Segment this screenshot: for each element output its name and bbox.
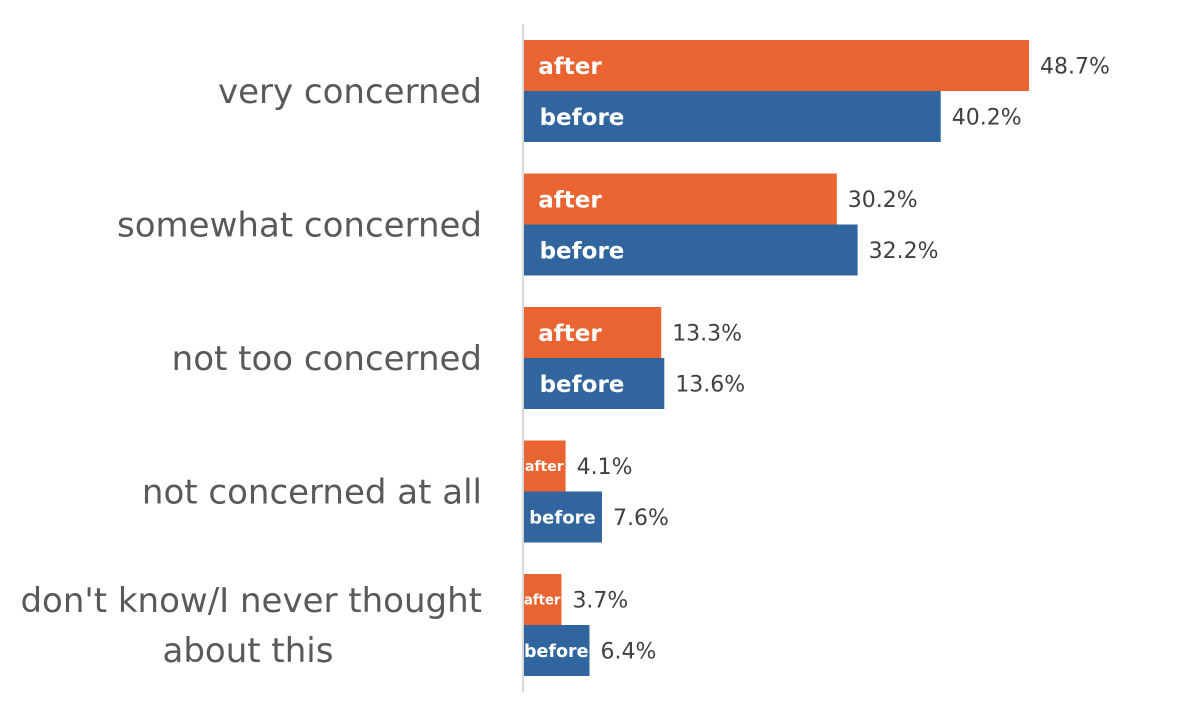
category-label: somewhat concerned (117, 206, 482, 246)
bar-after (523, 173, 837, 225)
bar-value-label: 32.2% (869, 239, 939, 264)
bar-series-label: after (538, 54, 602, 80)
category-labels: very concerned somewhat concerned not too … (20, 72, 482, 671)
bar-after (523, 307, 662, 358)
bar-series-label: before (529, 507, 595, 528)
bar-value-label: 13.6% (675, 373, 745, 398)
category-label: don't know/I never thought about this (20, 581, 482, 671)
bar-value-label: 7.6% (613, 506, 669, 531)
bars: after 48.7% before 40.2% after 30.2% before 32.… (523, 40, 1110, 676)
bar-series-label: after (538, 321, 602, 347)
bar-series-label: before (540, 238, 625, 264)
bar-before (523, 224, 858, 276)
bar-series-label: before (524, 641, 589, 662)
bar-value-label: 4.1% (577, 455, 633, 480)
bar-value-label: 6.4% (601, 640, 657, 665)
bar-series-label: after (525, 459, 564, 475)
bar-value-label: 40.2% (952, 106, 1022, 131)
bar-value-label: 48.7% (1040, 55, 1110, 80)
bar-value-label: 30.2% (848, 188, 918, 213)
bar-before (523, 358, 665, 409)
bar-value-label: 3.7% (572, 589, 628, 614)
bar-series-label: after (524, 593, 561, 609)
bar-after (523, 574, 562, 625)
bar-series-label: before (540, 372, 625, 398)
bar-after (523, 40, 1030, 91)
bar-before (523, 625, 590, 676)
category-label: very concerned (218, 72, 482, 112)
bar-series-label: after (538, 187, 602, 213)
bar-value-label: 13.3% (672, 322, 742, 347)
bar-series-label: before (540, 105, 625, 131)
bar-before (523, 91, 941, 142)
bar-after (523, 440, 566, 492)
category-label: not too concerned (172, 339, 482, 379)
category-label: not concerned at all (142, 473, 482, 513)
bar-before (523, 491, 602, 543)
